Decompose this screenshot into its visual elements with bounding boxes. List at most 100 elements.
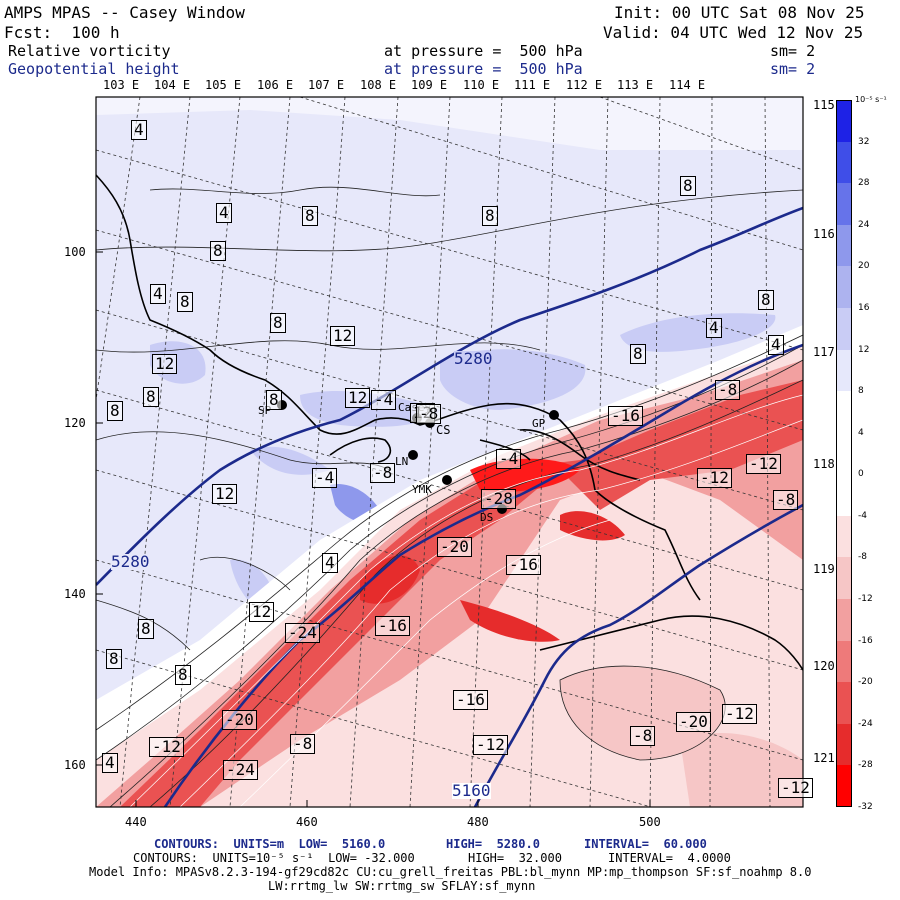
longitude-label: 103 E xyxy=(103,78,140,92)
vorticity-contour-label: -8 xyxy=(773,490,799,510)
vorticity-contour-label: -12 xyxy=(149,737,184,757)
vorticity-contour-label: -8 xyxy=(290,734,316,754)
vorticity-contour-label: -8 xyxy=(715,380,741,400)
station-label-cs: CS xyxy=(436,423,451,437)
colorbar-segment xyxy=(836,307,852,351)
field2-level: at pressure = 500 hPa xyxy=(384,60,583,78)
field1-smoothing: sm= 2 xyxy=(770,42,816,60)
x-tick-label: 480 xyxy=(467,815,489,829)
vorticity-contour-label: -12 xyxy=(746,454,781,474)
colorbar-segment xyxy=(836,557,852,600)
model-physics: LW:rrtmg_lw SW:rrtmg_sw SFLAY:sf_mynn xyxy=(268,879,536,893)
colorbar-label: 12 xyxy=(858,344,870,355)
colorbar-segment xyxy=(836,224,852,267)
colorbar-label: -8 xyxy=(858,552,867,563)
colorbar-label: -28 xyxy=(858,760,873,771)
colorbar-segment xyxy=(836,765,852,808)
height-label: 5160 xyxy=(452,781,491,800)
station-dot xyxy=(408,450,418,460)
vorticity-contour-label: -24 xyxy=(223,760,258,780)
colorbar-label: -24 xyxy=(858,718,873,729)
station-label-ymk: YMK xyxy=(412,483,432,496)
colorbar-label: 20 xyxy=(858,261,870,272)
field1-name: Relative vorticity xyxy=(8,42,171,60)
longitude-label: 113 E xyxy=(617,78,654,92)
vorticity-contour-label: 12 xyxy=(249,602,275,622)
longitude-label: 111 E xyxy=(514,78,551,92)
colorbar-label: 8 xyxy=(858,386,864,397)
colorbar-frame xyxy=(836,100,852,807)
colorbar-segment xyxy=(836,349,852,392)
station-dot xyxy=(442,475,452,485)
vorticity-contour-label: 8 xyxy=(106,649,122,669)
vorticity-contour-label: 8 xyxy=(302,206,318,226)
vorticity-contour-label: 8 xyxy=(107,401,123,421)
colorbar-label: -32 xyxy=(858,802,873,812)
init-time: Init: 00 UTC Sat 08 Nov 25 xyxy=(614,3,865,22)
vorticity-contour-label: -8 xyxy=(370,463,396,483)
vorticity-contour-label: 8 xyxy=(177,292,193,312)
vorticity-contour-label: 12 xyxy=(345,388,371,408)
height-label: 5280 xyxy=(111,552,150,571)
vorticity-contour-label: -4 xyxy=(496,449,522,469)
vorticity-contour-label: 4 xyxy=(216,203,232,223)
vorticity-contour-label: 4 xyxy=(131,120,147,140)
height-contour-interval: INTERVAL= 60.000 xyxy=(584,837,707,851)
colorbar-label: 28 xyxy=(858,178,870,189)
longitude-label: 107 E xyxy=(308,78,345,92)
strong-negative-vorticity xyxy=(460,600,560,642)
vorticity-contour-label: -12 xyxy=(473,735,508,755)
vorticity-contour-high: HIGH= 32.000 xyxy=(468,851,562,865)
longitude-label: 105 E xyxy=(205,78,242,92)
y-tick-label: 100 xyxy=(64,245,86,259)
station-label-ds: DS xyxy=(480,511,494,524)
strong-negative-vorticity xyxy=(120,380,803,807)
y-tick-label: 160 xyxy=(64,758,86,772)
vorticity-contour-label: -16 xyxy=(608,406,643,426)
vorticity-contour-label: 8 xyxy=(758,290,774,310)
vorticity-contour-label: 8 xyxy=(138,619,154,639)
colorbar-segment xyxy=(836,515,852,558)
colorbar-label: 4 xyxy=(858,427,864,438)
vorticity-contour-label: 8 xyxy=(482,206,498,226)
longitude-label: 112 E xyxy=(566,78,603,92)
vorticity-contour-label: 8 xyxy=(175,665,191,685)
height-contour-high: HIGH= 5280.0 xyxy=(446,837,540,851)
strong-negative-vorticity xyxy=(360,555,420,604)
colorbar-label: 32 xyxy=(858,136,870,147)
colorbar-segment xyxy=(836,723,852,766)
vorticity-contour-interval: INTERVAL= 4.0000 xyxy=(608,851,731,865)
vorticity-contour-label: 8 xyxy=(680,176,696,196)
longitude-label: 110 E xyxy=(463,78,500,92)
colorbar-segment xyxy=(836,599,852,642)
colorbar-segment xyxy=(836,474,852,517)
vorticity-contour-label: -20 xyxy=(437,537,472,557)
vorticity-contour-label: -16 xyxy=(375,616,410,636)
colorbar-segment xyxy=(836,266,852,309)
x-tick-label: 440 xyxy=(125,815,147,829)
colorbar-label: -4 xyxy=(858,510,867,521)
map-title: AMPS MPAS -- Casey Window xyxy=(4,3,245,22)
vorticity-contour-label: -16 xyxy=(453,690,488,710)
vorticity-contour-label: -16 xyxy=(506,555,541,575)
vorticity-contour-label: 8 xyxy=(630,344,646,364)
vorticity-contour-label: 12 xyxy=(330,326,356,346)
plot-frame xyxy=(95,96,804,808)
colorbar-segment xyxy=(836,391,852,434)
vorticity-contour-label: -28 xyxy=(481,489,516,509)
vorticity-contour-label: 8 xyxy=(210,241,226,261)
colorbar-segment xyxy=(836,640,852,683)
vorticity-blob xyxy=(300,390,440,427)
plot-area xyxy=(96,97,803,807)
height-contours xyxy=(96,206,803,807)
y-tick-label: 120 xyxy=(64,416,86,430)
longitude-label: 108 E xyxy=(360,78,397,92)
vorticity-contour-label: 8 xyxy=(266,390,282,410)
field1-level: at pressure = 500 hPa xyxy=(384,42,583,60)
colorbar-segment xyxy=(836,100,852,143)
vorticity-contour-label: -20 xyxy=(676,712,711,732)
colorbar-label: -12 xyxy=(858,594,873,605)
longitude-label: 106 E xyxy=(257,78,294,92)
vorticity-contours xyxy=(96,186,803,807)
